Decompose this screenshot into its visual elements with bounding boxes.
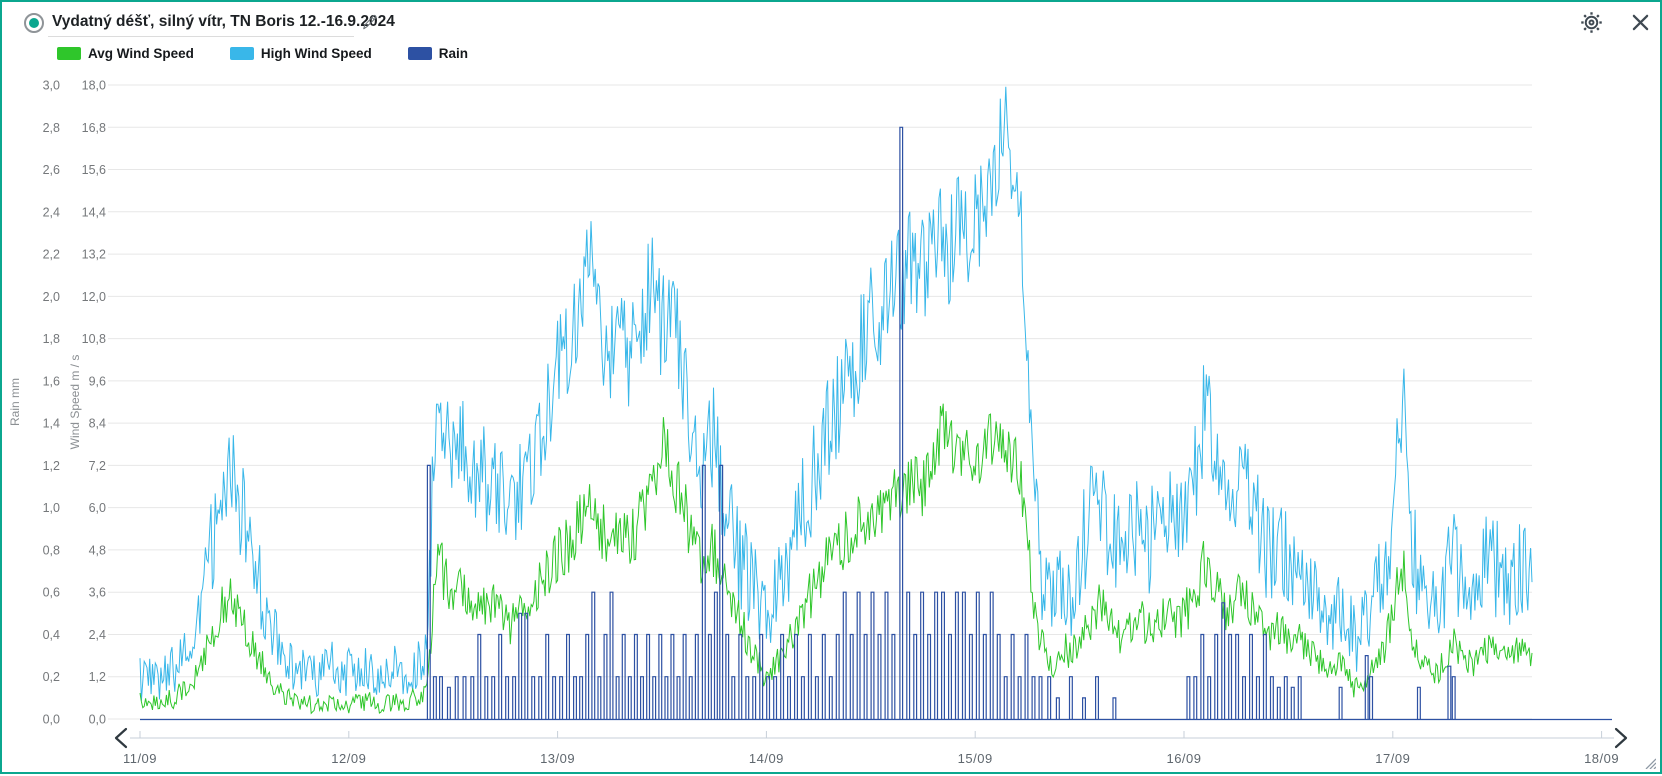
rain-axis-tick-label: 2,8 [43,121,60,135]
wind-axis-tick-label: 10,8 [82,332,106,346]
wind-axis-tick-label: 12,0 [82,290,106,304]
wind-axis-tick-label: 0,0 [89,713,106,727]
record-status-icon[interactable] [24,13,44,33]
legend-item-avg-wind-speed[interactable]: Avg Wind Speed [57,46,194,61]
rain-axis-tick-label: 2,4 [43,205,60,219]
legend-label: Rain [438,46,469,61]
wind-axis-tick-label: 8,4 [89,417,106,431]
legend-item-rain[interactable]: Rain [407,46,469,61]
wind-axis-tick-label: 4,8 [89,543,106,557]
x-axis-label: 17/09 [1375,751,1410,766]
wind-axis-tick-label: 15,6 [82,163,106,177]
rain-axis-tick-label: 1,6 [43,374,60,388]
legend-item-high-wind-speed[interactable]: High Wind Speed [229,46,372,61]
wind-axis-tick-label: 7,2 [89,459,106,473]
rain-axis-tick-label: 0,4 [43,628,60,642]
x-axis-label: 14/09 [749,751,784,766]
wind-axis-tick-label: 16,8 [82,121,106,135]
x-axis-label: 13/09 [540,751,575,766]
rain-axis-tick-label: 1,4 [43,417,60,431]
series-avg-wind-speed-line [139,403,1533,715]
legend-label: Avg Wind Speed [88,46,194,61]
wind-axis-tick-label: 2,4 [89,628,106,642]
x-axis-label: 11/09 [123,751,157,766]
rain-axis-tick-label: 2,2 [43,248,60,262]
legend-swatch-rain [407,47,432,60]
title-underline [48,36,354,37]
chart-title: Vydatný déšť, silný vítr, TN Boris 12.-1… [52,13,395,30]
wind-axis-tick-label: 14,4 [82,205,106,219]
edit-title-button pencil-icon[interactable] [360,13,378,31]
legend-label: High Wind Speed [260,46,372,61]
scroll-right-button chevron-right-icon[interactable] [1614,727,1628,749]
rain-axis-tick-label: 0,6 [43,586,60,600]
wind-axis-tick-label: 1,2 [89,670,106,684]
x-axis-label: 12/09 [331,751,366,766]
rain-axis-tick-label: 2,0 [43,290,60,304]
settings-button gear-icon[interactable] [1580,11,1603,34]
wind-axis-title: Wind Speed m / s [68,355,82,450]
rain-axis-tick-label: 1,0 [43,501,60,515]
legend-swatch-avg-wind-speed [57,47,81,60]
wind-axis-tick-label: 13,2 [82,248,106,262]
x-axis-label: 16/09 [1166,751,1201,766]
rain-axis-tick-label: 0,2 [43,670,60,684]
rain-axis-tick-label: 1,8 [43,332,60,346]
series-high-wind-speed-line [139,86,1533,701]
rain-axis-tick-label: 0,0 [43,713,60,727]
rain-axis-tick-label: 3,0 [43,79,60,93]
rain-axis-tick-label: 1,2 [43,459,60,473]
legend: Avg Wind Speed High Wind Speed Rain [57,46,468,61]
x-axis-label: 15/09 [958,751,993,766]
rain-axis-tick-label: 2,6 [43,163,60,177]
rain-axis-title: Rain mm [8,378,22,426]
wind-axis-tick-label: 18,0 [82,79,106,93]
close-button close-icon[interactable] [1632,14,1649,31]
wind-axis-tick-label: 3,6 [89,586,106,600]
series-rain-spikes [140,126,1612,721]
scroll-left-button chevron-left-icon[interactable] [114,727,128,749]
wind-axis-tick-label: 9,6 [89,374,106,388]
wind-axis-tick-label: 6,0 [89,501,106,515]
x-axis-label: 18/09 [1584,751,1619,766]
legend-swatch-high-wind-speed [229,47,254,60]
rain-axis-tick-label: 0,8 [43,543,60,557]
resize-handle resize-grip-icon[interactable] [1643,756,1656,769]
